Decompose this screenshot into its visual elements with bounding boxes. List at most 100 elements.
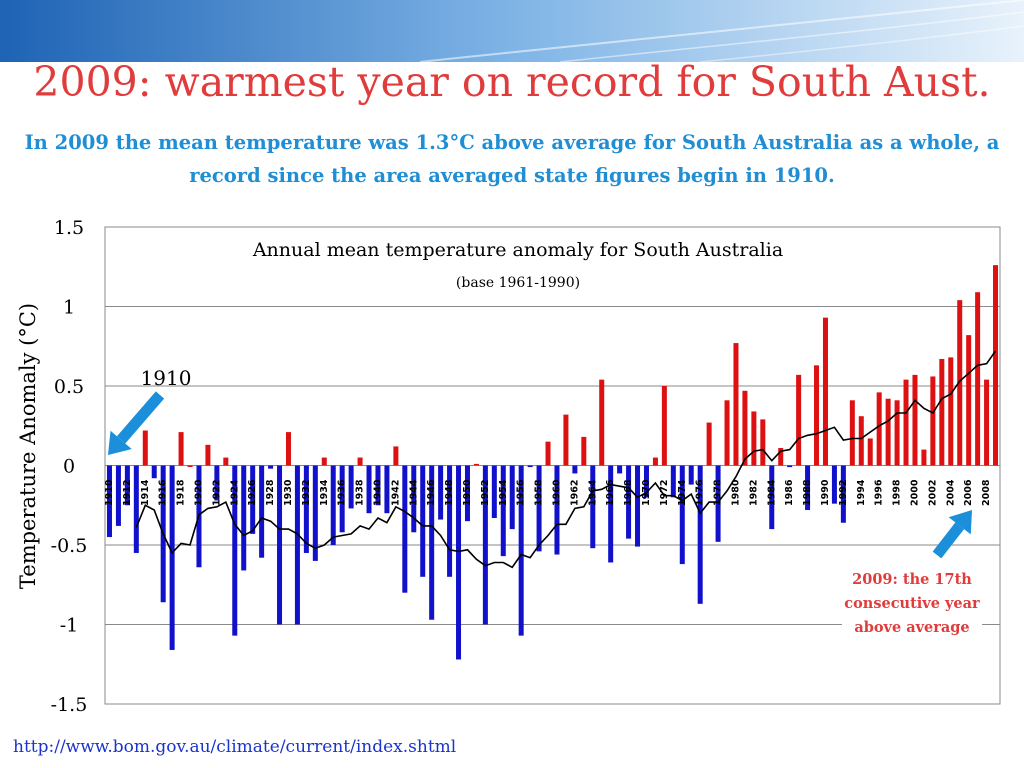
x-tick-label: 1912: [122, 480, 133, 506]
x-tick-label: 1976: [695, 479, 706, 506]
bar: [375, 465, 381, 506]
annotation-2009: 2009: the 17th consecutive year above av…: [842, 568, 982, 640]
slide-subtitle: In 2009 the mean temperature was 1.3°C a…: [24, 131, 1000, 187]
bar: [250, 465, 256, 534]
arrow-shaft: [116, 391, 165, 444]
bar: [867, 438, 873, 466]
x-tick-label: 2004: [945, 479, 956, 506]
bar: [688, 465, 694, 485]
x-tick-label: 1936: [337, 479, 348, 506]
x-tick-label: 1978: [713, 479, 724, 506]
bar: [769, 465, 775, 530]
bar: [420, 465, 426, 577]
bar: [876, 392, 882, 466]
bar: [545, 441, 551, 466]
x-tick-label: 1950: [462, 479, 473, 506]
x-tick-label: 1988: [802, 479, 813, 506]
bar: [787, 465, 793, 468]
bar: [330, 465, 336, 545]
x-tick-label: 1934: [319, 479, 330, 506]
bar: [930, 376, 936, 466]
bar: [142, 430, 148, 466]
bar: [124, 465, 130, 506]
bar: [626, 465, 632, 539]
bar: [751, 411, 757, 466]
bar: [858, 416, 864, 466]
chart-title: Annual mean temperature anomaly for Sout…: [252, 239, 783, 261]
x-tick-label: 2000: [909, 479, 920, 506]
y-tick-label: 0: [63, 456, 75, 478]
x-tick-label: 1910: [104, 479, 115, 506]
y-tick-label: 0.5: [54, 376, 84, 398]
bar: [518, 465, 524, 636]
x-tick-label: 1940: [372, 479, 383, 506]
x-tick-label: 1982: [748, 480, 759, 506]
bar: [742, 390, 748, 466]
bar: [473, 463, 479, 466]
bar: [975, 292, 981, 466]
bar: [563, 414, 569, 466]
bar: [357, 457, 363, 466]
x-tick-label: 1984: [766, 479, 777, 506]
bar: [921, 449, 927, 466]
bar: [581, 436, 587, 466]
bar: [509, 465, 515, 530]
bar: [456, 465, 462, 660]
bar: [993, 265, 999, 466]
bar: [984, 379, 990, 466]
bar: [491, 465, 497, 518]
bar: [778, 448, 784, 466]
bar: [697, 465, 703, 604]
bar: [652, 457, 658, 466]
bar: [635, 465, 641, 547]
bar: [294, 465, 300, 625]
x-tick-label: 1914: [140, 479, 151, 506]
x-tick-label: 1980: [730, 479, 741, 506]
x-tick-label: 1926: [247, 479, 258, 506]
bar: [536, 465, 542, 552]
y-tick-label: -0.5: [51, 535, 88, 557]
bar: [903, 379, 909, 466]
y-tick-label: 1: [63, 297, 75, 319]
bar: [643, 465, 649, 498]
x-tick-label: 1972: [659, 480, 670, 506]
bar: [411, 465, 417, 533]
arrow-shaft: [932, 522, 965, 559]
source-link[interactable]: http://www.bom.gov.au/climate/current/in…: [13, 737, 457, 757]
header-banner: [0, 0, 1024, 62]
chart-subtitle: (base 1961-1990): [456, 275, 580, 291]
bar: [733, 343, 739, 466]
x-tick-label: 1952: [480, 480, 491, 506]
bar: [805, 465, 811, 511]
bar: [106, 465, 112, 538]
x-tick-label: 1960: [551, 479, 562, 506]
bar: [214, 465, 220, 501]
bar: [339, 465, 345, 533]
moving-average-line: [135, 350, 997, 569]
bar: [232, 465, 238, 636]
x-tick-label: 1948: [444, 479, 455, 506]
bar: [133, 465, 139, 553]
bar: [885, 398, 891, 466]
x-tick-label: 1944: [408, 479, 419, 506]
x-tick-label: 1956: [516, 479, 527, 506]
bar: [572, 465, 578, 474]
bar: [966, 335, 972, 466]
bar: [205, 444, 211, 466]
bar: [670, 465, 676, 498]
y-tick-label: 1.5: [54, 217, 84, 239]
bar: [500, 465, 506, 557]
x-tick-label: 1918: [176, 479, 187, 506]
bar: [527, 465, 533, 468]
x-tick-label: 1966: [605, 479, 616, 506]
arrow-icon: [932, 510, 972, 559]
bar: [831, 465, 837, 504]
bar: [464, 465, 470, 522]
temperature-chart: Annual mean temperature anomaly for Sout…: [16, 217, 1001, 716]
y-axis-label: Temperature Anomaly (°C): [16, 303, 40, 589]
x-tick-label: 2008: [981, 479, 992, 506]
bar: [169, 465, 175, 650]
bar: [429, 465, 435, 620]
x-tick-label: 1990: [820, 479, 831, 506]
x-tick-label: 1996: [874, 479, 885, 506]
